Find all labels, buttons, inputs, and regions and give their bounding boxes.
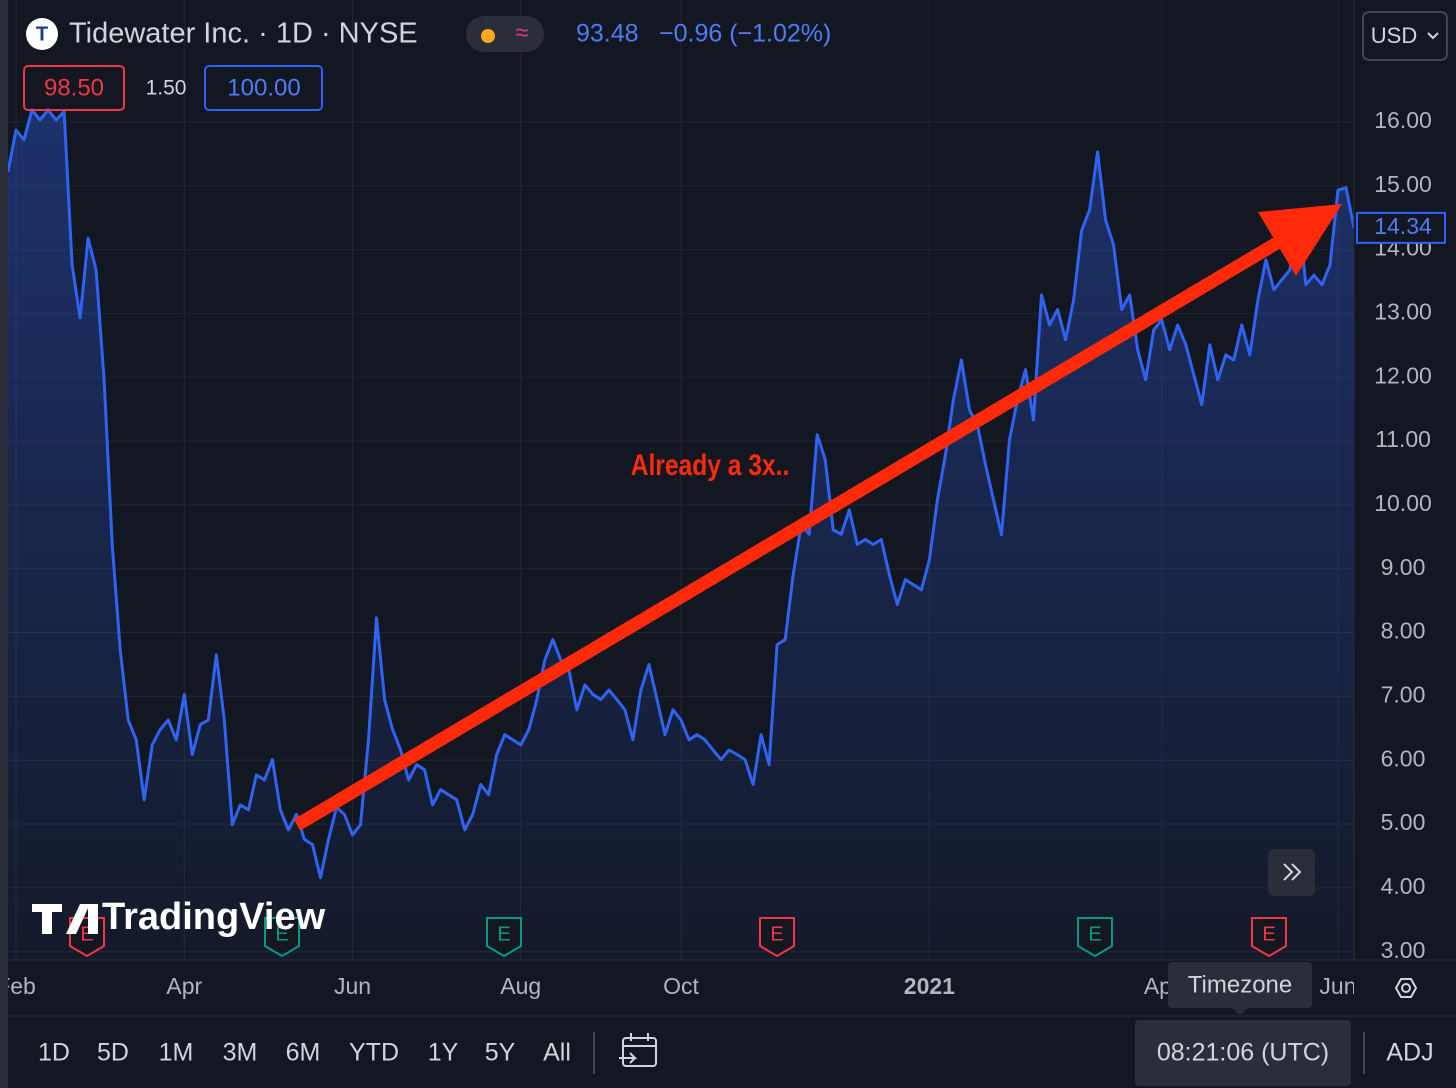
range-button[interactable]: 1M [159, 1039, 194, 1067]
x-tick-label: Jun [1319, 973, 1356, 999]
y-tick-label: 5.00 [1381, 809, 1426, 835]
range-button[interactable]: 3M [223, 1039, 258, 1067]
earnings-marker[interactable]: E [264, 917, 300, 958]
watermark: TradingView [32, 896, 326, 938]
earnings-markers: E E E E E E [69, 917, 1287, 958]
price-change: −0.96 (−1.02%) [659, 20, 831, 48]
session-icon-2: ≈ [515, 19, 528, 46]
range-button[interactable]: 6M [286, 1039, 321, 1067]
session-icon [481, 29, 495, 43]
clock[interactable]: 08:21:06 (UTC) [1157, 1039, 1329, 1067]
earnings-label[interactable]: E [770, 923, 783, 945]
ask-box[interactable] [204, 65, 323, 111]
y-tick-label: 11.00 [1375, 426, 1431, 452]
x-tick-label: Aug [500, 973, 541, 999]
currency-caret [1427, 32, 1439, 40]
y-tick-label: 9.00 [1381, 554, 1426, 580]
symbol-title: Tidewater Inc. · 1D · NYSE [69, 18, 418, 50]
settings-icon-center [1401, 983, 1411, 993]
earnings-label[interactable]: E [1262, 923, 1275, 945]
goto-date-icon[interactable] [619, 1033, 657, 1067]
earnings-label[interactable]: E [497, 923, 510, 945]
annotation-arrow [293, 204, 1342, 831]
settings-icon[interactable] [1394, 978, 1418, 998]
x-tick-label: Oct [663, 973, 699, 999]
session-badge [466, 16, 544, 52]
currency-label[interactable]: USD [1371, 23, 1417, 48]
adj-button[interactable]: ADJ [1386, 1039, 1433, 1067]
tooltip-pointer [1232, 1008, 1248, 1015]
y-tick-label: 7.00 [1381, 681, 1426, 707]
earnings-label[interactable]: E [1088, 923, 1101, 945]
x-tick-label: Apr [166, 973, 202, 999]
symbol-logo-mark: T [36, 23, 48, 45]
x-tick-label: Jun [334, 973, 371, 999]
range-button[interactable]: 1Y [428, 1039, 459, 1067]
watermark-text: TradingView [102, 896, 326, 938]
earnings-marker[interactable]: E [486, 917, 522, 958]
earnings-marker[interactable]: E [1251, 917, 1287, 958]
ask-price[interactable]: 100.00 [227, 74, 300, 101]
scroll-icon [1283, 863, 1302, 881]
left-border [0, 0, 8, 1088]
x-tick-label: Feb [0, 973, 36, 999]
last-price-box [1356, 211, 1446, 244]
area-fill [8, 109, 1354, 960]
y-tick-label: 4.00 [1381, 873, 1426, 899]
currency-button[interactable] [1362, 11, 1448, 61]
last-price-label: 14.34 [1374, 213, 1432, 239]
y-tick-label: 8.00 [1381, 618, 1426, 644]
annotation-text: Already a 3x.. [631, 448, 790, 482]
earnings-label[interactable]: E [275, 923, 288, 945]
earnings-marker[interactable]: E [759, 917, 795, 958]
range-button[interactable]: 5Y [485, 1039, 516, 1067]
y-tick-label: 10.00 [1374, 490, 1432, 516]
spread: 1.50 [146, 77, 187, 100]
range-button[interactable]: YTD [349, 1039, 399, 1067]
range-button[interactable]: 5D [97, 1039, 129, 1067]
earnings-marker[interactable]: E [1077, 917, 1113, 958]
range-button[interactable]: 1D [38, 1039, 70, 1067]
x-tick-label: 2021 [904, 973, 955, 999]
tooltip [1168, 962, 1312, 1008]
y-tick-label: 3.00 [1381, 937, 1426, 963]
y-tick-label: 15.00 [1374, 171, 1432, 197]
bid-box[interactable] [23, 65, 125, 111]
range-button[interactable]: All [543, 1039, 571, 1067]
bid-price[interactable]: 98.50 [44, 74, 104, 101]
y-tick-label: 12.00 [1374, 362, 1432, 388]
y-tick-label: 16.00 [1374, 107, 1432, 133]
symbol-logo [26, 18, 58, 50]
clock-button[interactable] [1135, 1020, 1351, 1086]
price-line [8, 108, 1354, 880]
last-price: 93.48 [576, 20, 639, 48]
tooltip-text: Timezone [1188, 971, 1292, 998]
y-tick-label: 13.00 [1374, 298, 1432, 324]
y-tick-label: 6.00 [1381, 745, 1426, 771]
